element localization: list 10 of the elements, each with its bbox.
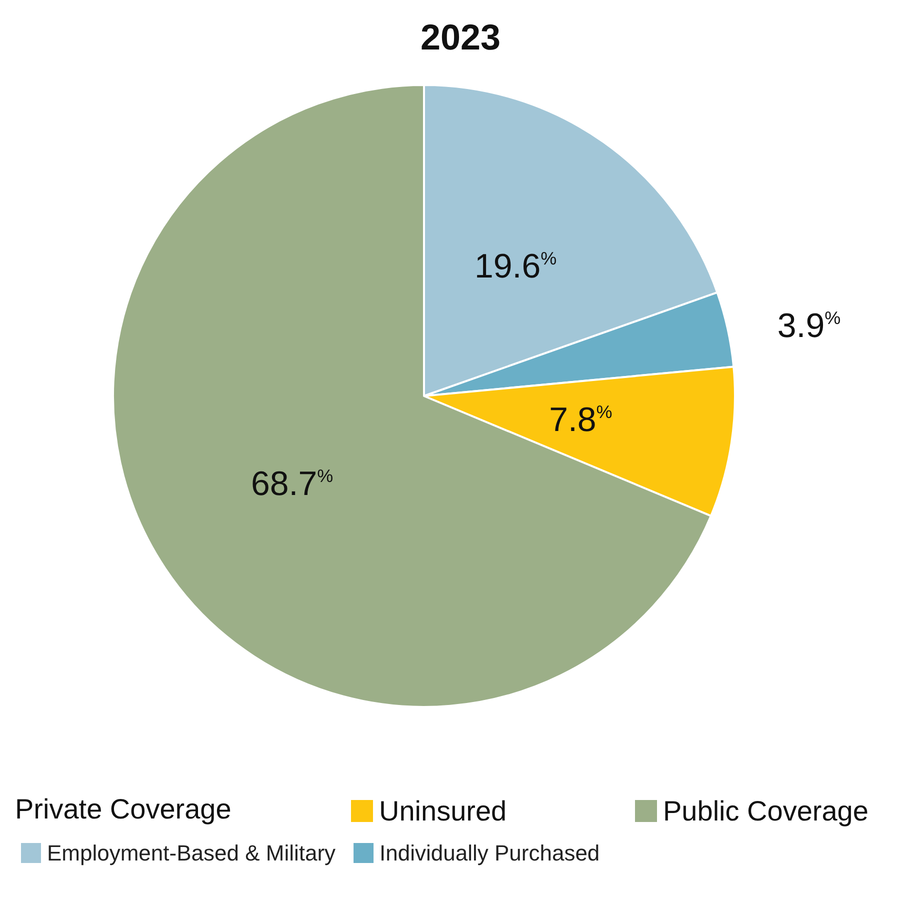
legend-label: Public Coverage bbox=[663, 796, 868, 826]
legend-title: Private Coverage bbox=[15, 794, 232, 824]
legend-label: Employment-Based & Military bbox=[47, 840, 336, 866]
data-label: 68.7% bbox=[250, 464, 334, 503]
data-label: 19.6% bbox=[474, 248, 557, 286]
chart-title: 2023 bbox=[420, 16, 501, 58]
data-label: 7.8% bbox=[549, 400, 612, 439]
legend-label: Individually Purchased bbox=[380, 840, 600, 866]
data-label: 3.9% bbox=[777, 306, 841, 345]
legend-label: Uninsured bbox=[379, 796, 507, 826]
